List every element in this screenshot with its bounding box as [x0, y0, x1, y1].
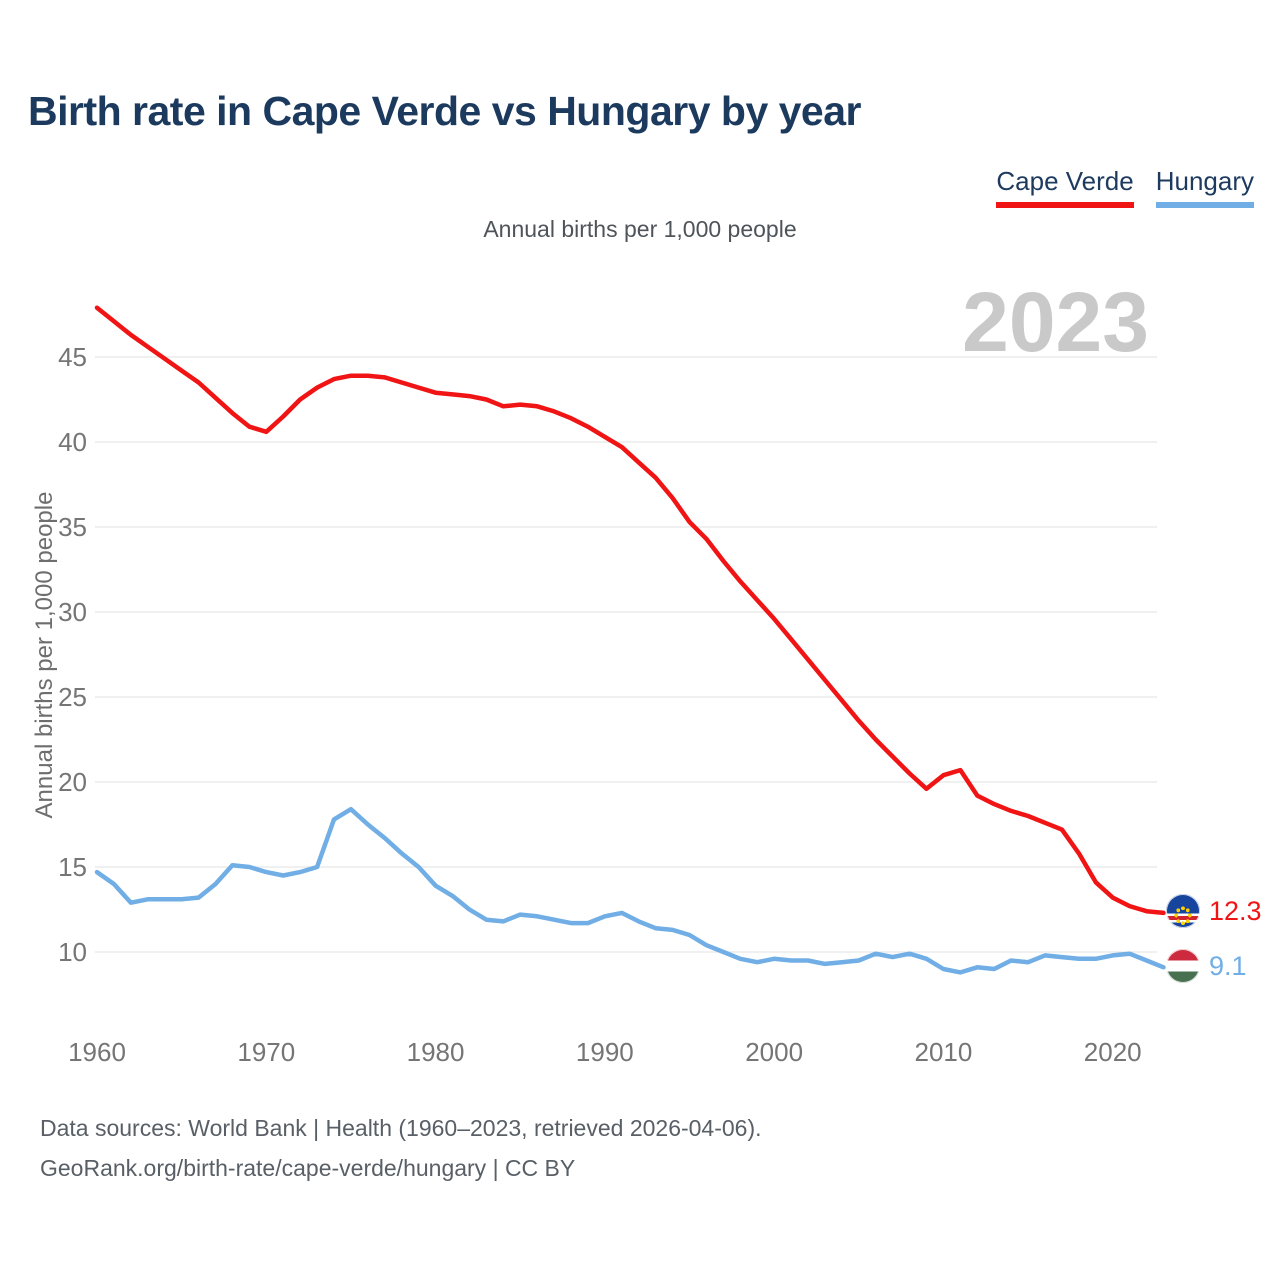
- page-title: Birth rate in Cape Verde vs Hungary by y…: [28, 88, 862, 134]
- y-tick-25: 25: [58, 682, 87, 712]
- y-tick-20: 20: [58, 767, 87, 797]
- x-tick-1960: 1960: [68, 1037, 126, 1067]
- legend-item-cape-verde[interactable]: Cape Verde: [996, 166, 1134, 208]
- legend-item-hungary[interactable]: Hungary: [1155, 166, 1254, 208]
- chart-subtitle: Annual births per 1,000 people: [483, 216, 797, 242]
- hungary-flag-icon: [1166, 949, 1200, 983]
- x-tick-1970: 1970: [237, 1037, 295, 1067]
- hungary-line: [94, 806, 1166, 975]
- x-tick-2020: 2020: [1084, 1037, 1142, 1067]
- legend: Cape Verde Hungary: [996, 166, 1254, 208]
- footer: Data sources: World Bank | Health (1960–…: [40, 1108, 762, 1188]
- y-tick-40: 40: [58, 427, 87, 457]
- cape-verde-end-value: 12.3: [1209, 895, 1262, 926]
- hungary-end-value: 9.1: [1209, 950, 1247, 981]
- x-tick-2000: 2000: [745, 1037, 803, 1067]
- y-tick-15: 15: [58, 852, 87, 882]
- hungary-end-label: 9.1: [1166, 949, 1247, 983]
- x-tick-1990: 1990: [576, 1037, 634, 1067]
- footer-attribution: GeoRank.org/birth-rate/cape-verde/hungar…: [40, 1155, 576, 1181]
- x-tick-1980: 1980: [407, 1037, 465, 1067]
- cape-verde-end-label: 12.3: [1166, 894, 1262, 928]
- cape-verde-flag-icon: [1166, 894, 1200, 928]
- x-tick-2010: 2010: [915, 1037, 973, 1067]
- footer-data-sources: Data sources: World Bank | Health (1960–…: [40, 1115, 762, 1141]
- y-tick-10: 10: [58, 937, 87, 967]
- watermark-year: 2023: [962, 275, 1149, 369]
- y-tick-35: 35: [58, 512, 87, 542]
- y-tick-45: 45: [58, 342, 87, 372]
- cape-verde-line: [94, 305, 1166, 916]
- y-tick-30: 30: [58, 597, 87, 627]
